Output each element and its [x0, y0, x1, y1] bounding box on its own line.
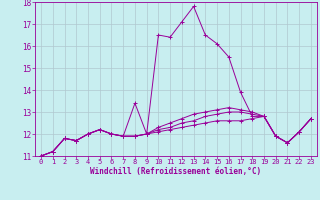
X-axis label: Windchill (Refroidissement éolien,°C): Windchill (Refroidissement éolien,°C): [91, 167, 261, 176]
